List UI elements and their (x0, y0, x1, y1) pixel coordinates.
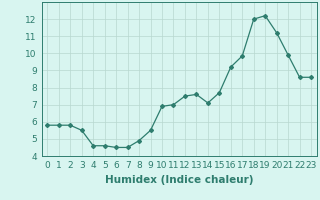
X-axis label: Humidex (Indice chaleur): Humidex (Indice chaleur) (105, 175, 253, 185)
